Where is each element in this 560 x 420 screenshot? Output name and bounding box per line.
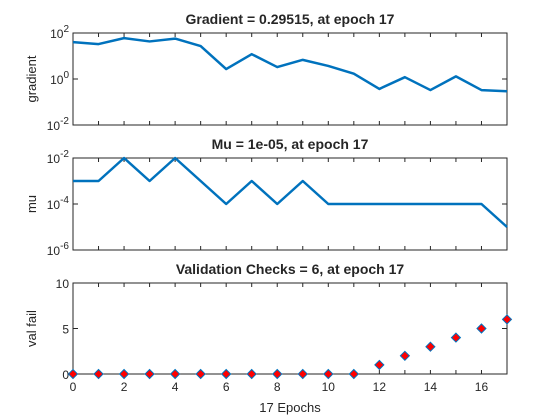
subplot-3: Validation Checks = 6, at epoch 17 val fa… [24, 261, 513, 394]
y-tick-label: 10 [56, 277, 70, 291]
x-tick-label: 8 [274, 380, 281, 394]
data-point-marker [348, 368, 360, 380]
x-tick-label: 2 [121, 380, 128, 394]
x-tick-label: 14 [424, 380, 438, 394]
y-tick-label: 10-4 [47, 195, 70, 212]
data-point-marker [374, 359, 385, 371]
y-tick-label: 5 [62, 323, 69, 337]
data-point-marker [272, 368, 283, 380]
x-axis-label: 17 Epochs [259, 400, 321, 415]
x-tick-label: 6 [223, 380, 230, 394]
data-point-marker [297, 368, 308, 380]
data-point-marker [246, 368, 257, 380]
series-line [72, 36, 508, 93]
x-tick-label: 16 [475, 380, 489, 394]
data-point-marker [501, 314, 513, 325]
series-line [73, 156, 508, 228]
subplot-title: Gradient = 0.29515, at epoch 17 [186, 11, 395, 27]
axes-box [72, 32, 508, 126]
y-tick-label: 10-2 [47, 116, 70, 133]
data-point-marker [118, 368, 130, 380]
data-point-marker [476, 323, 487, 334]
y-tick-label: 10-6 [47, 241, 70, 258]
data-point-marker [67, 368, 79, 380]
data-point-marker [425, 341, 436, 352]
data-point-marker [195, 368, 206, 380]
y-axis-label: val fail [24, 310, 39, 347]
data-point-marker [450, 332, 462, 343]
data-point-marker [144, 368, 155, 380]
subplot-title: Mu = 1e-05, at epoch 17 [212, 136, 369, 152]
data-point-marker [220, 368, 232, 380]
y-tick-label: 10-2 [47, 149, 70, 166]
subplot-title: Validation Checks = 6, at epoch 17 [176, 261, 405, 277]
x-tick-label: 4 [172, 380, 179, 394]
data-point-marker [323, 368, 334, 380]
y-tick-label: 0 [62, 368, 69, 382]
data-point-marker [399, 350, 411, 362]
x-tick-label: 10 [322, 380, 336, 394]
axes-box [72, 282, 508, 375]
y-tick-label: 100 [50, 70, 69, 87]
x-tick-label: 0 [70, 380, 77, 394]
y-axis-label: gradient [24, 55, 39, 102]
subplot-1: Gradient = 0.29515, at epoch 17 gradient 1… [24, 11, 508, 133]
x-tick-label: 12 [373, 380, 387, 394]
subplot-2: Mu = 1e-05, at epoch 17 mu 10-6 10-4 10-2 [24, 136, 508, 258]
y-tick-label: 102 [50, 24, 69, 41]
data-point-marker [93, 368, 104, 380]
data-point-marker [169, 368, 181, 380]
y-axis-label: mu [24, 195, 39, 213]
